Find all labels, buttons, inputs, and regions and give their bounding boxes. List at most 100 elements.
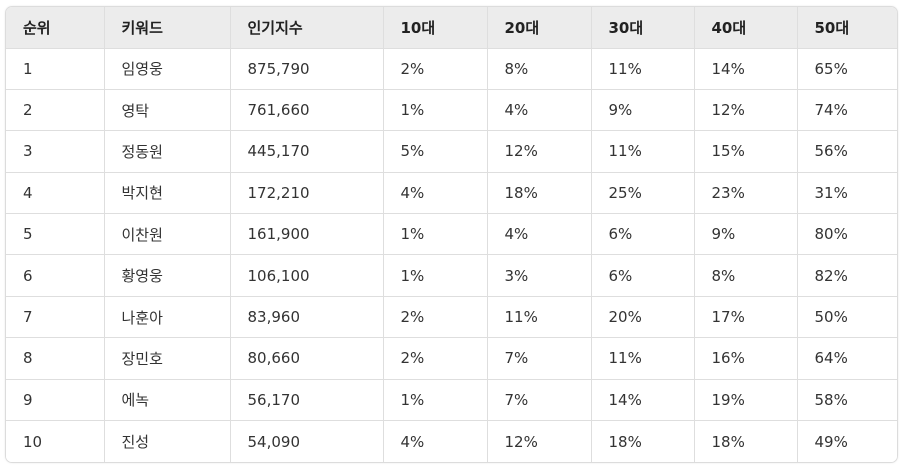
rank-cell: 10 [6,420,105,462]
age-10s-cell: 2% [383,296,488,339]
header-popularity-index: 인기지수 [230,7,384,49]
table-header-row: 순위 키워드 인기지수 10대 20대 30대 40대 50대 [6,7,897,49]
age-40s-cell: 16% [694,337,798,380]
table-row: 9 에녹 56,170 1% 7% 14% 19% 58% [6,379,897,422]
keyword-cell: 진성 [104,420,231,462]
popularity-cell: 761,660 [230,89,384,132]
ranking-table-container: 순위 키워드 인기지수 10대 20대 30대 40대 50대 1 임영웅 875,… [5,6,898,463]
table-row: 4 박지현 172,210 4% 18% 25% 23% 31% [6,172,897,215]
age-40s-cell: 15% [694,130,798,173]
age-10s-cell: 4% [383,420,488,462]
keyword-cell: 이찬원 [104,213,231,256]
table-row: 8 장민호 80,660 2% 7% 11% 16% 64% [6,337,897,380]
age-20s-cell: 7% [487,337,592,380]
age-20s-cell: 18% [487,172,592,215]
rank-cell: 9 [6,379,105,422]
age-40s-cell: 8% [694,254,798,297]
rank-cell: 6 [6,254,105,297]
age-10s-cell: 1% [383,254,488,297]
rank-cell: 7 [6,296,105,339]
age-50s-cell: 82% [797,254,897,297]
age-50s-cell: 58% [797,379,897,422]
keyword-cell: 박지현 [104,172,231,215]
age-20s-cell: 12% [487,420,592,462]
keyword-cell: 에녹 [104,379,231,422]
table-row: 2 영탁 761,660 1% 4% 9% 12% 74% [6,89,897,132]
header-age-50s: 50대 [797,7,897,49]
age-40s-cell: 18% [694,420,798,462]
table-row: 7 나훈아 83,960 2% 11% 20% 17% 50% [6,296,897,339]
rank-cell: 2 [6,89,105,132]
keyword-cell: 임영웅 [104,48,231,90]
age-10s-cell: 2% [383,337,488,380]
age-40s-cell: 23% [694,172,798,215]
age-30s-cell: 11% [591,337,695,380]
age-10s-cell: 1% [383,213,488,256]
keyword-cell: 황영웅 [104,254,231,297]
header-keyword: 키워드 [104,7,231,49]
rank-cell: 3 [6,130,105,173]
table-row: 10 진성 54,090 4% 12% 18% 18% 49% [6,420,897,462]
keyword-cell: 나훈아 [104,296,231,339]
popularity-cell: 54,090 [230,420,384,462]
age-50s-cell: 64% [797,337,897,380]
age-20s-cell: 3% [487,254,592,297]
popularity-cell: 83,960 [230,296,384,339]
age-30s-cell: 18% [591,420,695,462]
age-50s-cell: 80% [797,213,897,256]
age-40s-cell: 9% [694,213,798,256]
age-30s-cell: 11% [591,48,695,90]
age-40s-cell: 14% [694,48,798,90]
header-age-10s: 10대 [383,7,488,49]
age-30s-cell: 20% [591,296,695,339]
rank-cell: 5 [6,213,105,256]
age-20s-cell: 8% [487,48,592,90]
popularity-cell: 161,900 [230,213,384,256]
age-30s-cell: 9% [591,89,695,132]
keyword-cell: 정동원 [104,130,231,173]
popularity-cell: 106,100 [230,254,384,297]
header-age-30s: 30대 [591,7,695,49]
age-30s-cell: 14% [591,379,695,422]
table-row: 6 황영웅 106,100 1% 3% 6% 8% 82% [6,254,897,297]
age-40s-cell: 17% [694,296,798,339]
age-10s-cell: 1% [383,89,488,132]
age-30s-cell: 6% [591,213,695,256]
keyword-ranking-table: 순위 키워드 인기지수 10대 20대 30대 40대 50대 1 임영웅 875,… [6,7,897,462]
header-age-20s: 20대 [487,7,592,49]
age-30s-cell: 25% [591,172,695,215]
table-row: 3 정동원 445,170 5% 12% 11% 15% 56% [6,130,897,173]
age-40s-cell: 12% [694,89,798,132]
age-10s-cell: 1% [383,379,488,422]
rank-cell: 4 [6,172,105,215]
keyword-cell: 장민호 [104,337,231,380]
rank-cell: 1 [6,48,105,90]
age-30s-cell: 6% [591,254,695,297]
age-10s-cell: 4% [383,172,488,215]
table-row: 1 임영웅 875,790 2% 8% 11% 14% 65% [6,48,897,90]
age-50s-cell: 74% [797,89,897,132]
age-20s-cell: 12% [487,130,592,173]
header-age-40s: 40대 [694,7,798,49]
age-20s-cell: 7% [487,379,592,422]
keyword-cell: 영탁 [104,89,231,132]
age-50s-cell: 31% [797,172,897,215]
age-50s-cell: 49% [797,420,897,462]
age-20s-cell: 4% [487,213,592,256]
popularity-cell: 445,170 [230,130,384,173]
age-20s-cell: 4% [487,89,592,132]
popularity-cell: 875,790 [230,48,384,90]
rank-cell: 8 [6,337,105,380]
age-20s-cell: 11% [487,296,592,339]
popularity-cell: 172,210 [230,172,384,215]
age-50s-cell: 56% [797,130,897,173]
age-10s-cell: 2% [383,48,488,90]
header-rank: 순위 [6,7,105,49]
table-row: 5 이찬원 161,900 1% 4% 6% 9% 80% [6,213,897,256]
age-10s-cell: 5% [383,130,488,173]
age-50s-cell: 50% [797,296,897,339]
popularity-cell: 80,660 [230,337,384,380]
age-30s-cell: 11% [591,130,695,173]
age-50s-cell: 65% [797,48,897,90]
popularity-cell: 56,170 [230,379,384,422]
